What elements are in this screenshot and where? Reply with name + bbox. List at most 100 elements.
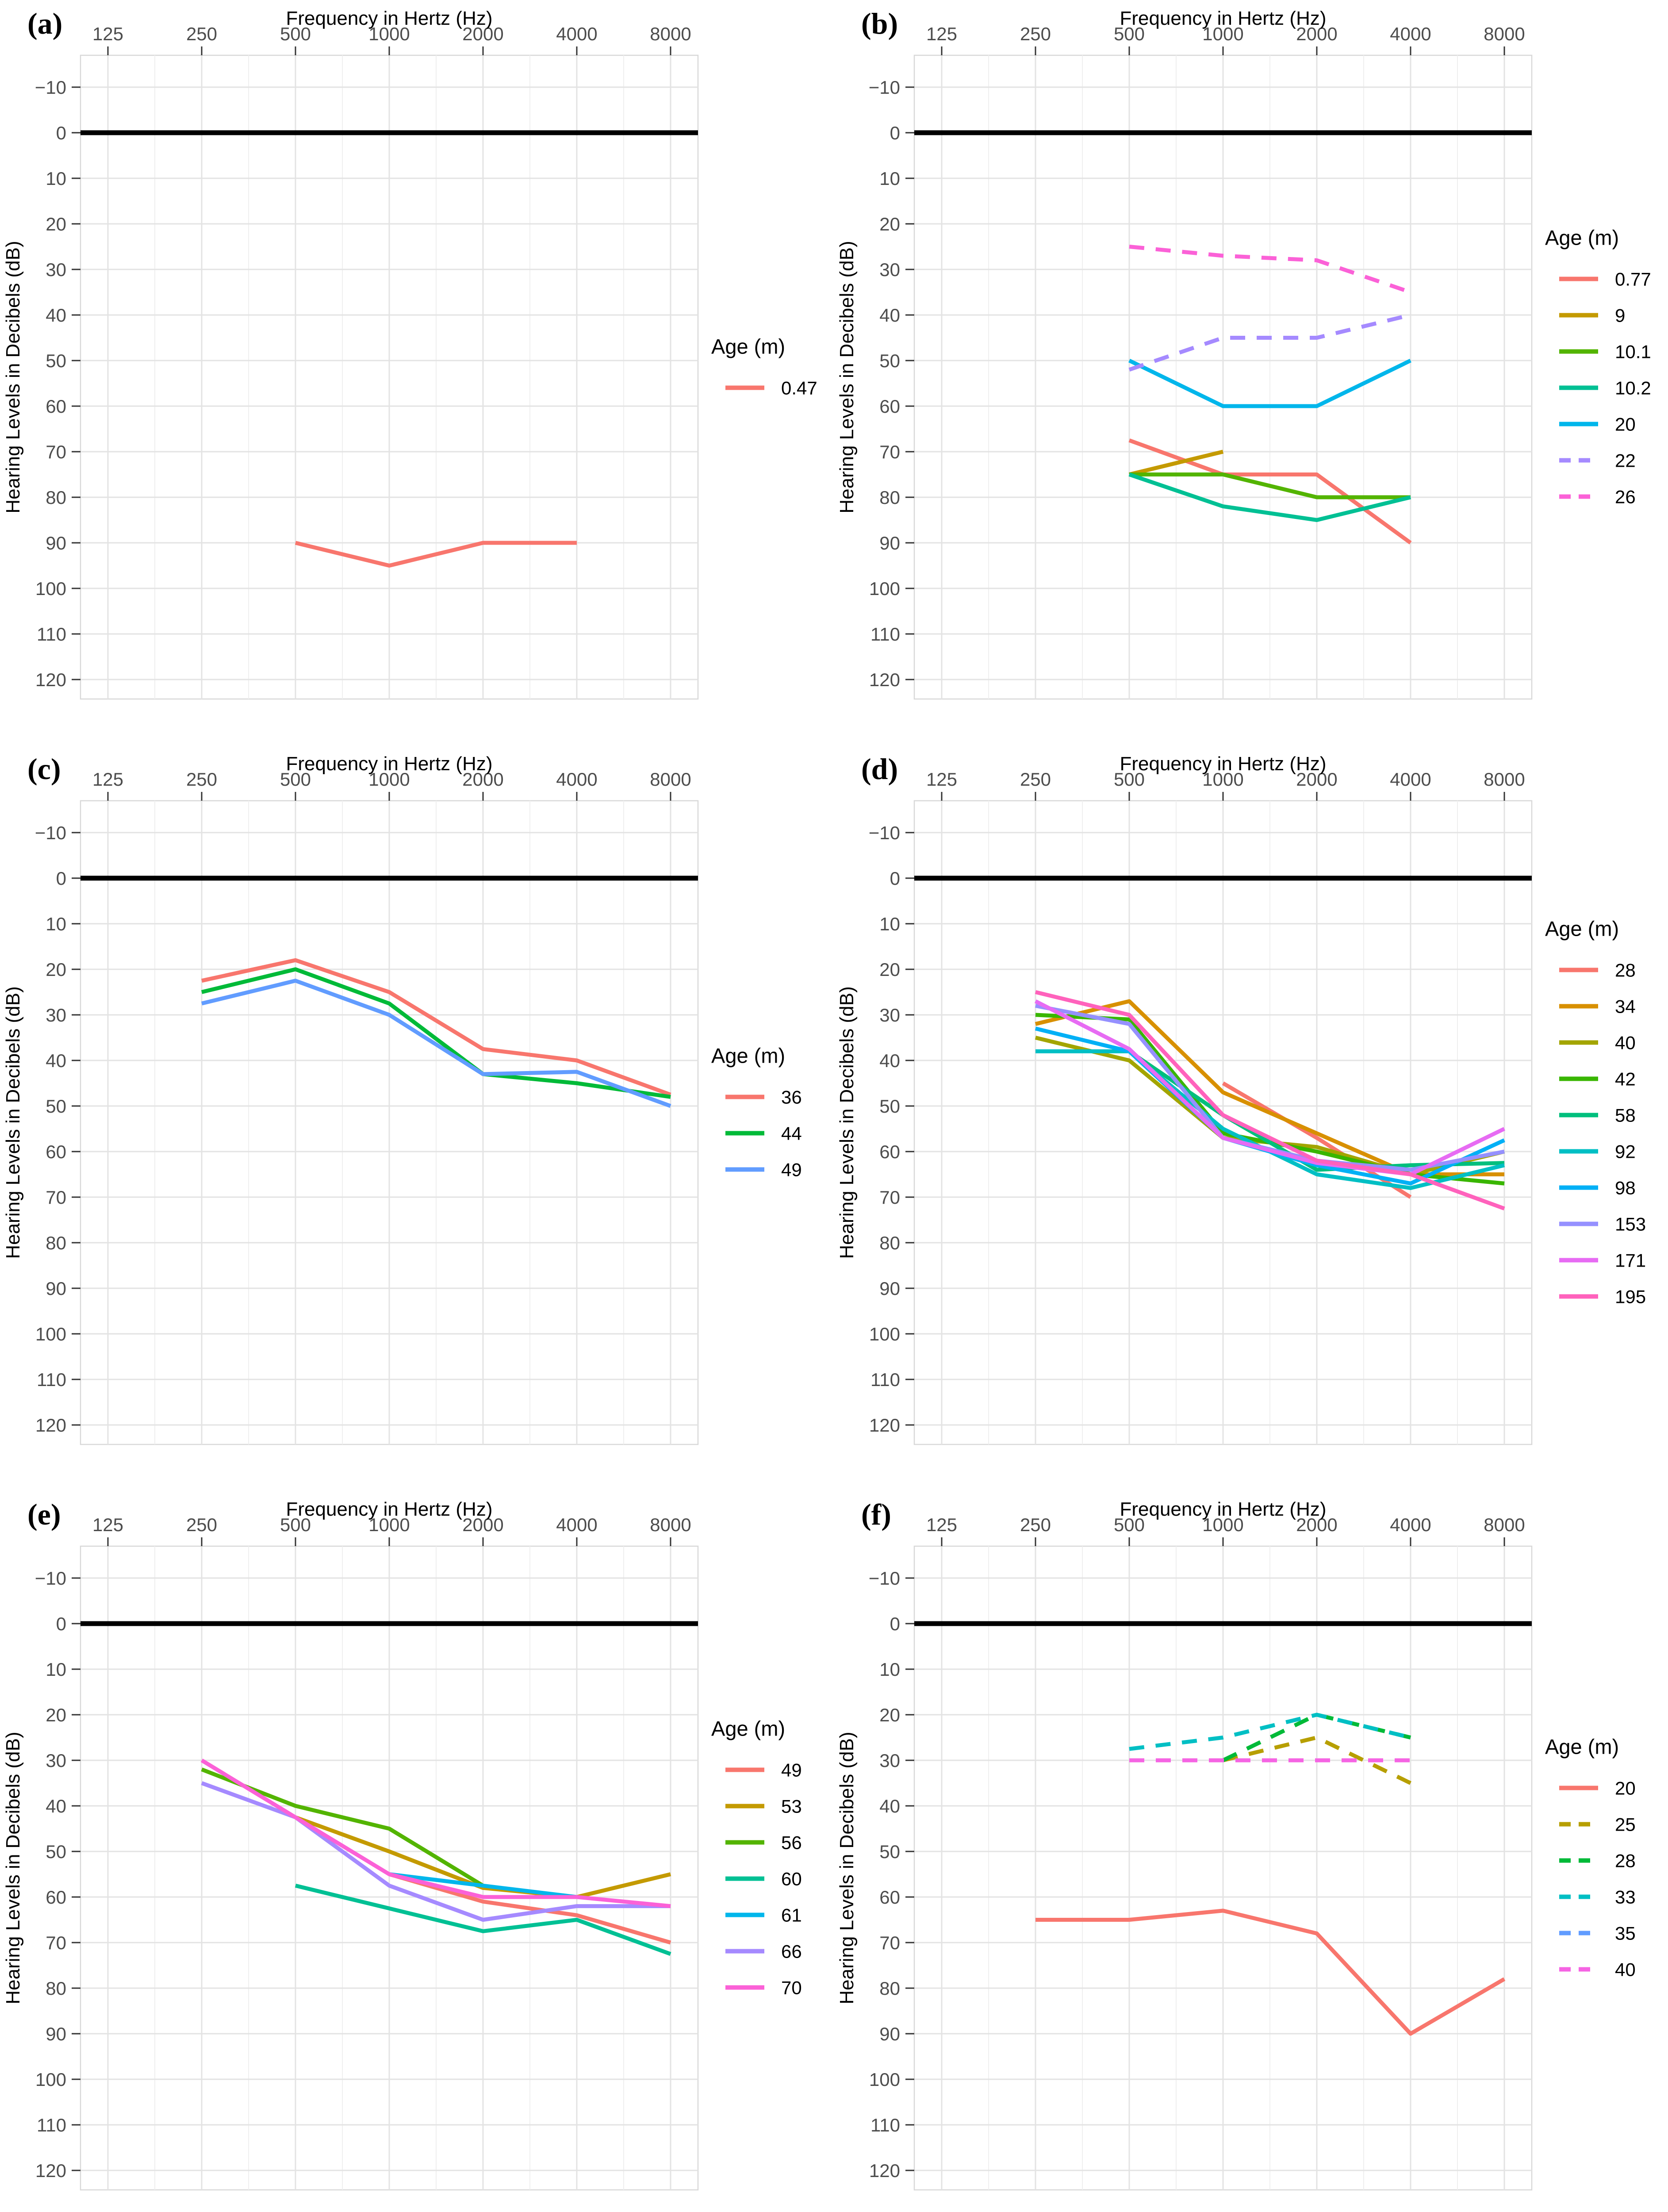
svg-text:20: 20 xyxy=(46,959,66,980)
svg-text:70: 70 xyxy=(879,1932,900,1953)
svg-text:Hearing Levels in Decibels (dB: Hearing Levels in Decibels (dB) xyxy=(2,986,24,1259)
svg-text:80: 80 xyxy=(46,1978,66,1999)
svg-text:125: 125 xyxy=(926,23,957,44)
svg-text:0: 0 xyxy=(56,1613,66,1634)
svg-text:40: 40 xyxy=(1615,1033,1636,1053)
svg-text:90: 90 xyxy=(46,2024,66,2044)
svg-text:1000: 1000 xyxy=(368,23,410,44)
svg-text:8000: 8000 xyxy=(1484,769,1525,790)
svg-text:125: 125 xyxy=(926,769,957,790)
svg-text:Frequency in Hertz (Hz): Frequency in Hertz (Hz) xyxy=(286,753,492,775)
audiogram-plot-b: 125 250 500 1000 2000 4000 8000 −10 0 10 20 30 40 50 6… xyxy=(836,8,1651,700)
svg-text:20: 20 xyxy=(46,214,66,234)
svg-text:8000: 8000 xyxy=(650,23,691,44)
svg-text:Age (m): Age (m) xyxy=(1545,917,1619,941)
svg-text:0: 0 xyxy=(890,1613,900,1634)
svg-text:10.1: 10.1 xyxy=(1615,342,1651,362)
svg-text:60: 60 xyxy=(879,1887,900,1908)
svg-text:1000: 1000 xyxy=(368,769,410,790)
svg-text:500: 500 xyxy=(1114,23,1145,44)
svg-text:2000: 2000 xyxy=(462,23,503,44)
svg-text:40: 40 xyxy=(46,1050,66,1071)
svg-text:2000: 2000 xyxy=(462,1514,503,1535)
svg-text:125: 125 xyxy=(92,23,123,44)
svg-text:10: 10 xyxy=(879,1659,900,1680)
svg-text:Hearing Levels in Decibels (dB: Hearing Levels in Decibels (dB) xyxy=(836,1732,858,2004)
svg-text:33: 33 xyxy=(1615,1887,1636,1908)
svg-text:20: 20 xyxy=(1615,1778,1636,1799)
svg-text:42: 42 xyxy=(1615,1069,1636,1090)
svg-text:4000: 4000 xyxy=(556,1514,597,1535)
audiogram-plot-d: 125 250 500 1000 2000 4000 8000 −10 0 10 20 30 40 50 6… xyxy=(836,753,1646,1445)
svg-text:110: 110 xyxy=(37,624,66,645)
svg-text:−10: −10 xyxy=(869,822,900,843)
svg-text:80: 80 xyxy=(879,1233,900,1253)
svg-text:22: 22 xyxy=(1615,450,1636,471)
svg-text:40: 40 xyxy=(879,1050,900,1071)
svg-text:100: 100 xyxy=(869,578,900,599)
svg-text:80: 80 xyxy=(46,487,66,508)
svg-text:98: 98 xyxy=(1615,1178,1636,1198)
svg-text:−10: −10 xyxy=(869,1568,900,1589)
svg-text:125: 125 xyxy=(92,769,123,790)
svg-text:44: 44 xyxy=(781,1123,802,1144)
panel-letter-b: (b) xyxy=(861,7,898,40)
svg-text:80: 80 xyxy=(879,1978,900,1999)
svg-text:250: 250 xyxy=(186,23,217,44)
panel-f: (f) 125 250 500 1000 2000 4000 8000 −10 0 10 20 30 4… xyxy=(834,1491,1668,2212)
svg-text:20: 20 xyxy=(1615,414,1636,435)
svg-text:0: 0 xyxy=(890,868,900,889)
svg-text:0: 0 xyxy=(890,123,900,143)
svg-text:60: 60 xyxy=(781,1869,802,1889)
svg-text:110: 110 xyxy=(870,1369,900,1390)
svg-text:Hearing Levels in Decibels (dB: Hearing Levels in Decibels (dB) xyxy=(2,1732,24,2004)
svg-text:2000: 2000 xyxy=(462,769,503,790)
svg-text:0: 0 xyxy=(56,868,66,889)
svg-text:500: 500 xyxy=(280,23,311,44)
svg-text:70: 70 xyxy=(879,1187,900,1208)
svg-text:Age (m): Age (m) xyxy=(711,335,785,358)
svg-text:58: 58 xyxy=(1615,1105,1636,1126)
svg-text:Frequency in Hertz (Hz): Frequency in Hertz (Hz) xyxy=(286,8,492,29)
svg-text:10: 10 xyxy=(46,168,66,189)
svg-text:66: 66 xyxy=(781,1941,802,1962)
svg-text:50: 50 xyxy=(879,1096,900,1117)
panel-letter-d: (d) xyxy=(861,752,898,786)
svg-text:60: 60 xyxy=(46,1887,66,1908)
svg-text:53: 53 xyxy=(781,1796,802,1817)
svg-text:1000: 1000 xyxy=(1202,769,1243,790)
svg-text:153: 153 xyxy=(1615,1214,1646,1235)
svg-text:10: 10 xyxy=(879,914,900,934)
svg-text:100: 100 xyxy=(35,1324,66,1344)
panel-c: (c) 125 250 500 1000 2000 4000 8000 −10 0 10 20 30 4… xyxy=(0,745,834,1491)
svg-text:250: 250 xyxy=(1020,1514,1051,1535)
svg-text:30: 30 xyxy=(46,259,66,280)
panel-a: (a) 125 250 500 1000 2000 4000 8000 −10 0 10 20 30 4… xyxy=(0,0,834,745)
svg-text:90: 90 xyxy=(879,2024,900,2044)
svg-text:1000: 1000 xyxy=(1202,1514,1243,1535)
svg-text:0.77: 0.77 xyxy=(1615,269,1651,290)
panel-letter-e: (e) xyxy=(27,1498,61,1531)
svg-text:50: 50 xyxy=(46,1096,66,1117)
audiogram-plot-c: 125 250 500 1000 2000 4000 8000 −10 0 10 20 30 40 50 6… xyxy=(2,753,802,1445)
svg-text:125: 125 xyxy=(926,1514,957,1535)
svg-text:90: 90 xyxy=(46,1278,66,1299)
svg-text:120: 120 xyxy=(35,2160,66,2181)
svg-text:30: 30 xyxy=(879,259,900,280)
svg-text:40: 40 xyxy=(879,305,900,326)
svg-text:Hearing Levels in Decibels (dB: Hearing Levels in Decibels (dB) xyxy=(2,241,24,513)
svg-text:40: 40 xyxy=(46,1796,66,1816)
svg-text:60: 60 xyxy=(879,396,900,417)
svg-text:0.47: 0.47 xyxy=(781,378,817,399)
svg-text:20: 20 xyxy=(879,959,900,980)
svg-text:500: 500 xyxy=(280,769,311,790)
svg-text:Hearing Levels in Decibels (dB: Hearing Levels in Decibels (dB) xyxy=(836,241,858,513)
svg-text:500: 500 xyxy=(280,1514,311,1535)
svg-text:−10: −10 xyxy=(35,77,66,98)
svg-text:100: 100 xyxy=(869,1324,900,1344)
svg-text:250: 250 xyxy=(1020,23,1051,44)
svg-text:4000: 4000 xyxy=(556,23,597,44)
svg-text:10: 10 xyxy=(46,914,66,934)
svg-text:61: 61 xyxy=(781,1905,802,1926)
svg-text:25: 25 xyxy=(1615,1814,1636,1835)
